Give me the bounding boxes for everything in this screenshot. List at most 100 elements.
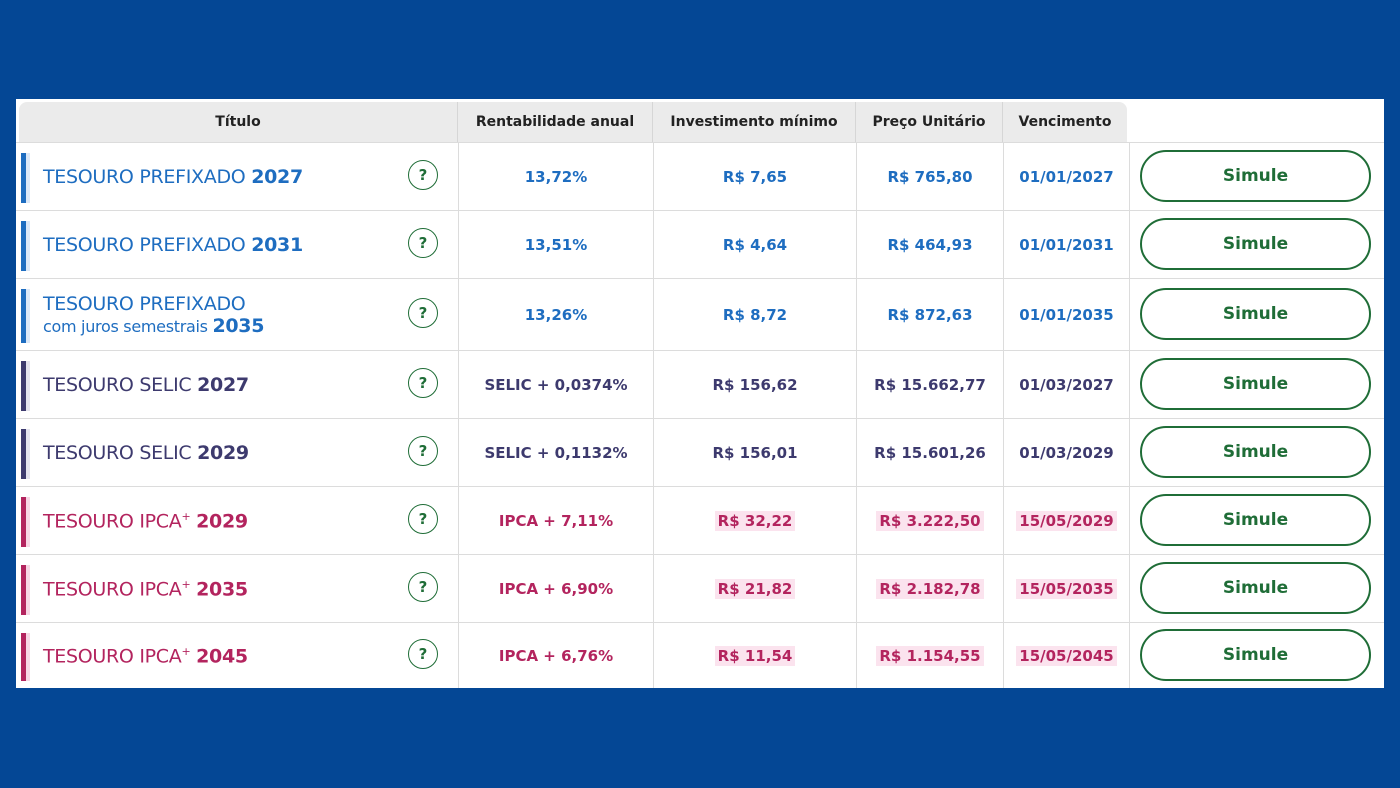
unit-price-cell-value: R$ 15.601,26 (874, 443, 986, 462)
minimum-investment-cell-value: R$ 8,72 (722, 305, 788, 324)
maturity-cell-value: 01/01/2027 (1019, 167, 1114, 186)
bond-year: 2029 (196, 510, 248, 533)
rate-cell-value: IPCA + 6,90% (498, 579, 614, 598)
unit-price-cell-value: R$ 765,80 (887, 167, 973, 186)
simule-button[interactable]: Simule (1140, 150, 1371, 202)
maturity-cell: 01/03/2027 (1003, 351, 1129, 418)
category-color-bar (21, 633, 26, 681)
help-icon[interactable]: ? (408, 504, 438, 534)
minimum-investment-cell-value: R$ 11,54 (714, 645, 796, 666)
unit-price-cell: R$ 765,80 (856, 143, 1003, 210)
bond-year: 2027 (251, 166, 303, 188)
minimum-investment-cell: R$ 156,62 (653, 351, 856, 418)
help-icon[interactable]: ? (408, 436, 438, 466)
simule-button[interactable]: Simule (1140, 426, 1371, 478)
rate-cell-value: IPCA + 6,76% (498, 646, 614, 665)
rate-cell: SELIC + 0,1132% (458, 419, 653, 486)
minimum-investment-cell: R$ 4,64 (653, 211, 856, 278)
bond-name: TESOURO PREFIXADO (43, 293, 246, 315)
rate-cell: IPCA + 6,90% (458, 555, 653, 622)
bond-name: TESOURO SELIC (43, 374, 192, 396)
help-icon[interactable]: ? (408, 160, 438, 190)
table-row: TESOURO PREFIXADO 2031? 13,51% R$ 4,64 R$ 4… (16, 210, 1384, 278)
bond-title: TESOURO IPCA+ 2029 (43, 487, 248, 555)
simule-button[interactable]: Simule (1140, 288, 1371, 340)
category-bar-shade (26, 153, 30, 203)
table-row: TESOURO IPCA+ 2035? IPCA + 6,90% R$ 21,82 R… (16, 554, 1384, 622)
bond-name-superscript: + (181, 577, 191, 591)
bond-title-line: TESOURO IPCA+ 2045 (43, 645, 248, 667)
category-color-bar (21, 565, 26, 615)
simule-button[interactable]: Simule (1140, 218, 1371, 270)
rate-cell-value: 13,51% (524, 235, 588, 254)
header-rentabilidade: Rentabilidade anual (458, 102, 653, 142)
bond-title-line: TESOURO SELIC 2029 (43, 442, 249, 464)
column-divider (1129, 555, 1130, 622)
maturity-cell: 01/01/2027 (1003, 143, 1129, 210)
table-row: TESOURO PREFIXADO com juros semestrais 20… (16, 278, 1384, 350)
help-icon[interactable]: ? (408, 228, 438, 258)
unit-price-cell: R$ 872,63 (856, 279, 1003, 350)
maturity-cell: 15/05/2029 (1003, 487, 1129, 554)
unit-price-cell: R$ 15.601,26 (856, 419, 1003, 486)
category-color-bar (21, 497, 26, 547)
bond-title: TESOURO SELIC 2029 (43, 419, 249, 487)
simule-button[interactable]: Simule (1140, 358, 1371, 410)
simule-button[interactable]: Simule (1140, 562, 1371, 614)
category-bar-shade (26, 221, 30, 271)
table-row: TESOURO IPCA+ 2045? IPCA + 6,76% R$ 11,54 R… (16, 622, 1384, 688)
maturity-cell-value: 01/01/2035 (1019, 305, 1114, 324)
unit-price-cell: R$ 3.222,50 (856, 487, 1003, 554)
help-icon[interactable]: ? (408, 572, 438, 602)
bond-title-line: TESOURO PREFIXADO 2027 (43, 166, 303, 188)
bond-year: 2027 (197, 374, 249, 396)
bond-title: TESOURO SELIC 2027 (43, 351, 249, 419)
column-divider (1129, 419, 1130, 486)
minimum-investment-cell-value: R$ 156,01 (712, 443, 798, 462)
unit-price-cell: R$ 15.662,77 (856, 351, 1003, 418)
column-divider (1129, 351, 1130, 418)
unit-price-cell-value: R$ 3.222,50 (876, 510, 984, 531)
minimum-investment-cell: R$ 7,65 (653, 143, 856, 210)
bond-year: 2045 (196, 645, 248, 668)
unit-price-cell-value: R$ 1.154,55 (876, 645, 984, 666)
table-row: TESOURO PREFIXADO 2027? 13,72% R$ 7,65 R$ 7… (16, 142, 1384, 210)
unit-price-cell-value: R$ 464,93 (887, 235, 973, 254)
maturity-cell: 01/01/2031 (1003, 211, 1129, 278)
simule-button[interactable]: Simule (1140, 629, 1371, 681)
bonds-table: Título Rentabilidade anual Investimento … (16, 99, 1384, 688)
simule-button[interactable]: Simule (1140, 494, 1371, 546)
maturity-cell: 15/05/2045 (1003, 623, 1129, 688)
bond-name: TESOURO SELIC (43, 442, 192, 464)
column-divider (1129, 279, 1130, 350)
help-icon[interactable]: ? (408, 298, 438, 328)
unit-price-cell: R$ 1.154,55 (856, 623, 1003, 688)
rate-cell-value: 13,26% (524, 305, 588, 324)
category-bar-shade (26, 497, 30, 547)
maturity-cell-value: 01/03/2027 (1019, 375, 1114, 394)
table-row: TESOURO SELIC 2027? SELIC + 0,0374% R$ 156… (16, 350, 1384, 418)
bond-name-superscript: + (181, 509, 191, 523)
bond-title-line: TESOURO PREFIXADO 2031 (43, 234, 303, 256)
unit-price-cell: R$ 2.182,78 (856, 555, 1003, 622)
category-bar-shade (26, 361, 30, 411)
help-icon[interactable]: ? (408, 639, 438, 669)
bond-year: 2035 (212, 315, 265, 337)
category-bar-shade (26, 633, 30, 681)
column-divider (1129, 143, 1130, 210)
header-titulo: Título (19, 102, 458, 142)
bond-subname-line: com juros semestrais 2035 (43, 315, 264, 337)
maturity-cell: 15/05/2035 (1003, 555, 1129, 622)
bond-name: TESOURO PREFIXADO (43, 234, 246, 256)
rate-cell-value: IPCA + 7,11% (498, 511, 614, 530)
category-color-bar (21, 429, 26, 479)
bond-title-line: TESOURO IPCA+ 2035 (43, 578, 248, 600)
rate-cell: 13,51% (458, 211, 653, 278)
minimum-investment-cell: R$ 8,72 (653, 279, 856, 350)
category-color-bar (21, 289, 26, 343)
bond-year: 2035 (196, 578, 248, 601)
help-icon[interactable]: ? (408, 368, 438, 398)
header-investimento: Investimento mínimo (653, 102, 856, 142)
bond-title: TESOURO IPCA+ 2045 (43, 623, 248, 688)
bond-title: TESOURO IPCA+ 2035 (43, 555, 248, 623)
